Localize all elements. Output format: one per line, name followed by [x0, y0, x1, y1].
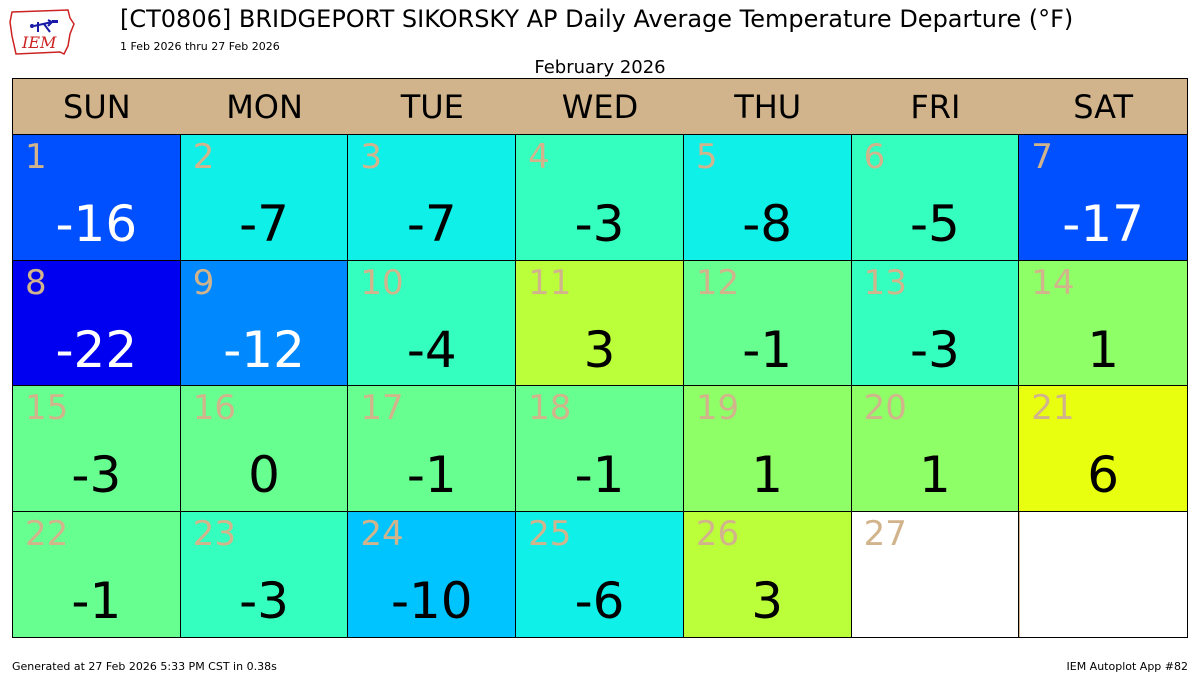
calendar-day-cell: 13 -3 — [851, 260, 1020, 386]
day-number: 8 — [25, 262, 47, 303]
departure-value: -1 — [71, 571, 122, 630]
weekday-header-mon: MON — [180, 79, 349, 135]
day-number: 24 — [360, 513, 404, 554]
calendar-grid: SUN MON TUE WED THU FRI SAT 1 -16 2 -7 3 -7 4-… — [12, 78, 1188, 638]
calendar-day-cell: 5 -8 — [683, 135, 852, 261]
calendar-day-cell: 23 -3 — [180, 511, 349, 637]
day-number: 23 — [192, 513, 236, 554]
day-number: 9 — [192, 262, 215, 303]
calendar-day-cell: 21 6 — [1019, 386, 1187, 512]
day-number: 7 — [1031, 137, 1053, 177]
departure-value: 1 — [1087, 320, 1120, 379]
calendar-day-cell: 20 1 — [851, 386, 1020, 512]
departure-value: -7 — [406, 195, 457, 253]
calendar-day-cell: 3 -7 — [348, 135, 517, 261]
calendar-day-cell: 2 -7 — [180, 135, 349, 261]
departure-value: -3 — [71, 446, 122, 504]
calendar-day-cell: 26 3 — [683, 511, 852, 637]
departure-value: -3 — [909, 320, 960, 379]
calendar-day-cell: 7 -17 — [1019, 135, 1187, 261]
departure-value: -1 — [574, 446, 625, 504]
calendar-day-cell: 11 3 — [516, 260, 684, 386]
weekday-header-thu: THU — [683, 79, 852, 135]
day-number: 21 — [1031, 388, 1075, 428]
departure-value: 3 — [583, 320, 616, 379]
departure-value: -10 — [390, 571, 473, 630]
departure-value: -3 — [239, 571, 289, 630]
day-number: 12 — [695, 262, 740, 303]
day-number: 13 — [863, 262, 907, 303]
calendar-day-cell: 22 -1 — [13, 511, 181, 637]
day-number: 27 — [863, 513, 907, 554]
weekday-header-wed: WED — [516, 79, 684, 135]
departure-value: 6 — [1087, 446, 1120, 504]
departure-value: -3 — [574, 195, 625, 253]
svg-text:IEM: IEM — [21, 33, 57, 52]
day-number: 19 — [695, 388, 740, 428]
day-number: 5 — [695, 137, 718, 177]
departure-value: -22 — [55, 320, 138, 379]
departure-value: -17 — [1062, 195, 1144, 253]
calendar-day-cell: 15 -3 — [13, 386, 181, 512]
departure-value: -1 — [742, 320, 793, 379]
day-number: 22 — [25, 513, 69, 554]
calendar-day-cell: 17 -1 — [348, 386, 517, 512]
iem-logo: IEM — [8, 6, 78, 58]
weekday-header-sun: SUN — [13, 79, 181, 135]
departure-value: -8 — [742, 195, 793, 253]
departure-value: 0 — [248, 446, 280, 504]
weekday-header-sat: SAT — [1019, 79, 1187, 135]
weekday-header-fri: FRI — [851, 79, 1020, 135]
calendar-day-cell: 14 1 — [1019, 260, 1187, 386]
day-number: 18 — [528, 388, 572, 428]
departure-value: 3 — [751, 571, 784, 630]
day-number: 2 — [192, 137, 215, 177]
departure-value: -6 — [574, 571, 625, 630]
calendar-day-cell: 1 -16 — [13, 135, 181, 261]
day-number: 10 — [360, 262, 404, 303]
departure-value: -4 — [406, 320, 457, 379]
iowa-map-icon: IEM — [9, 9, 75, 56]
day-number: 6 — [863, 137, 886, 177]
day-number: 20 — [863, 388, 907, 428]
chart-subtitle: 1 Feb 2026 thru 27 Feb 2026 — [120, 40, 280, 53]
departure-value: -12 — [223, 320, 305, 379]
calendar-day-cell: 6 -5 — [851, 135, 1020, 261]
chart-title: [CT0806] BRIDGEPORT SIKORSKY AP Daily Av… — [120, 5, 1074, 33]
calendar-day-cell: 4 -3 — [516, 135, 684, 261]
departure-value: -7 — [239, 195, 289, 253]
calendar-day-cell: 10 -4 — [348, 260, 517, 386]
weekday-header-tue: TUE — [348, 79, 517, 135]
calendar-day-cell: 18 -1 — [516, 386, 684, 512]
departure-value: -1 — [406, 446, 457, 504]
day-number: 26 — [695, 513, 740, 554]
departure-value: -16 — [55, 195, 138, 253]
departure-value: -5 — [909, 195, 960, 253]
day-number: 1 — [25, 137, 47, 177]
app-credit: IEM Autoplot App #82 — [1066, 660, 1189, 673]
departure-value: 1 — [751, 446, 784, 504]
day-number: 4 — [528, 137, 550, 177]
calendar-day-cell: 25 -6 — [516, 511, 684, 637]
day-number: 15 — [25, 388, 69, 428]
day-number: 16 — [192, 388, 236, 428]
day-number: 3 — [360, 137, 383, 177]
calendar-day-cell: 16 0 — [180, 386, 349, 512]
day-number: 11 — [528, 262, 572, 303]
generated-timestamp: Generated at 27 Feb 2026 5:33 PM CST in … — [12, 660, 277, 673]
calendar-day-cell: 8 -22 — [13, 260, 181, 386]
month-label: February 2026 — [534, 57, 666, 78]
day-number: 17 — [360, 388, 404, 428]
calendar-day-cell: 19 1 — [683, 386, 852, 512]
departure-value: 1 — [919, 446, 951, 504]
calendar-day-cell: 9 -12 — [180, 260, 349, 386]
day-number: 25 — [528, 513, 572, 554]
calendar-day-cell: 24 -10 — [348, 511, 517, 637]
calendar-day-cell — [1019, 511, 1187, 637]
calendar-day-cell: 12 -1 — [683, 260, 852, 386]
calendar-day-cell: 27 — [851, 511, 1020, 637]
day-number: 14 — [1031, 262, 1075, 303]
